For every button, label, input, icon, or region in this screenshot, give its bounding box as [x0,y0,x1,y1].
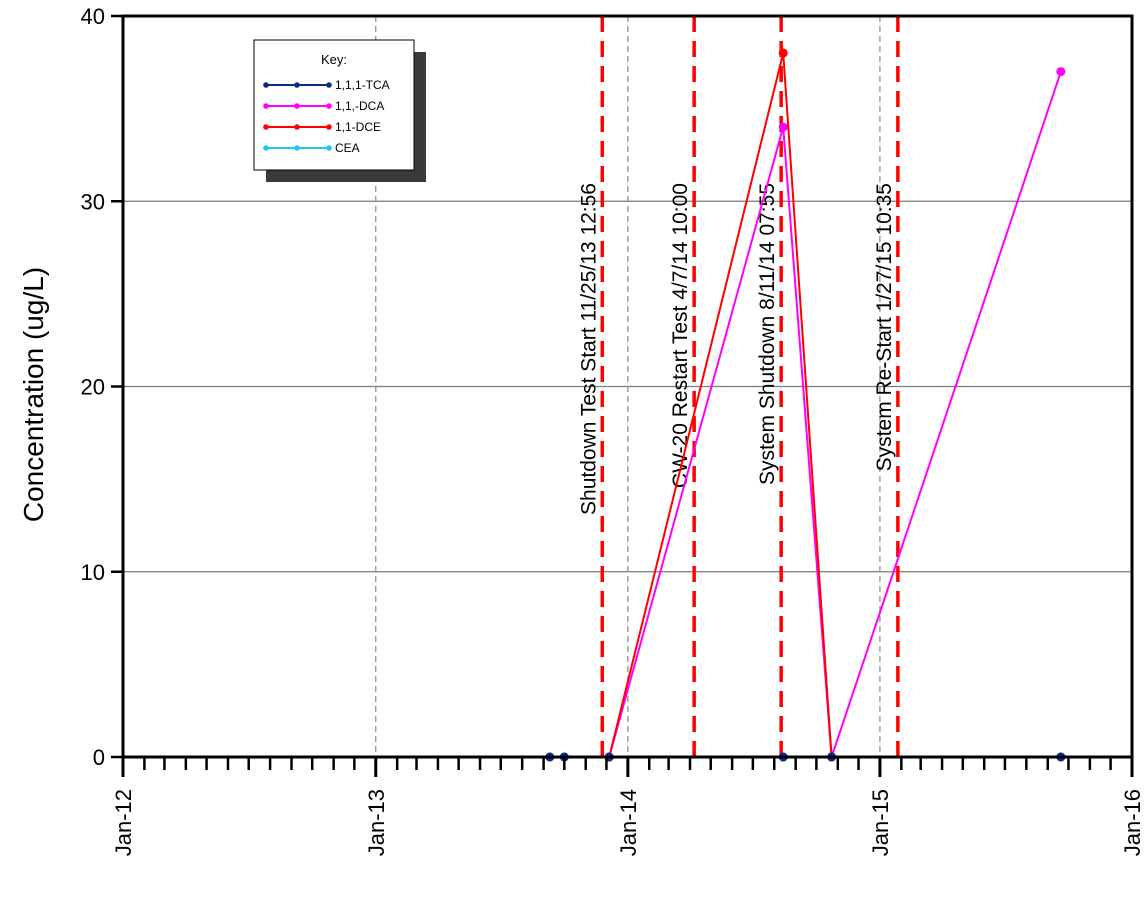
event-label: System Shutdown 8/11/14 07:55 [756,183,779,485]
legend-title: Key: [321,52,347,67]
event-label: Shutdown Test Start 11/25/13 12:56 [577,183,600,515]
legend-swatch-marker [294,145,300,151]
y-tick-label: 10 [81,560,105,585]
data-point [778,122,788,132]
event-label: CW-20 Restart Test 4/7/14 10:00 [669,183,692,488]
legend: Key: 1,1,1-TCA 1,1,-DCA 1,1-DCE CEA [253,39,426,182]
y-tick-label: 20 [81,375,105,400]
legend-entry: 1,1,-DCA [335,99,384,113]
y-axis-label: Concentration (ug/L) [18,267,49,522]
legend-swatch-marker [294,82,300,88]
x-tick-label: Jan-13 [364,789,389,856]
legend-swatch-marker [263,145,269,151]
legend-swatch-marker [294,124,300,130]
series-layer [545,48,1066,762]
legend-swatch-marker [263,82,269,88]
x-tick-label: Jan-14 [616,789,641,856]
y-tick-label: 0 [93,745,105,770]
legend-swatch-marker [326,145,332,151]
legend-swatch-marker [263,124,269,130]
legend-entry: 1,1-DCE [335,120,381,134]
x-tick-label: Jan-15 [868,789,893,856]
y-tick-label: 40 [81,4,105,29]
series-line-1 [608,71,1062,758]
data-point [778,48,788,58]
event-lines: Shutdown Test Start 11/25/13 12:56 CW-20 … [577,16,900,757]
legend-swatch-marker [294,103,300,109]
legend-swatch-marker [263,103,269,109]
axes: 0 10 20 30 40 Jan-12 Jan-13 Jan-14 Jan-15 Jan-16 [81,4,1145,856]
x-tick-label: Jan-16 [1120,789,1145,856]
series-line-2 [608,52,833,758]
y-tick-label: 30 [81,189,105,214]
event-label: System Re-Start 1/27/15 10:35 [873,183,896,471]
legend-swatch-marker [326,103,332,109]
data-point [1056,67,1066,77]
x-tick-label: Jan-12 [111,789,136,856]
legend-swatch-marker [326,124,332,130]
legend-swatch-marker [326,82,332,88]
legend-entry: 1,1,1-TCA [335,78,390,92]
legend-entry: CEA [335,141,360,155]
